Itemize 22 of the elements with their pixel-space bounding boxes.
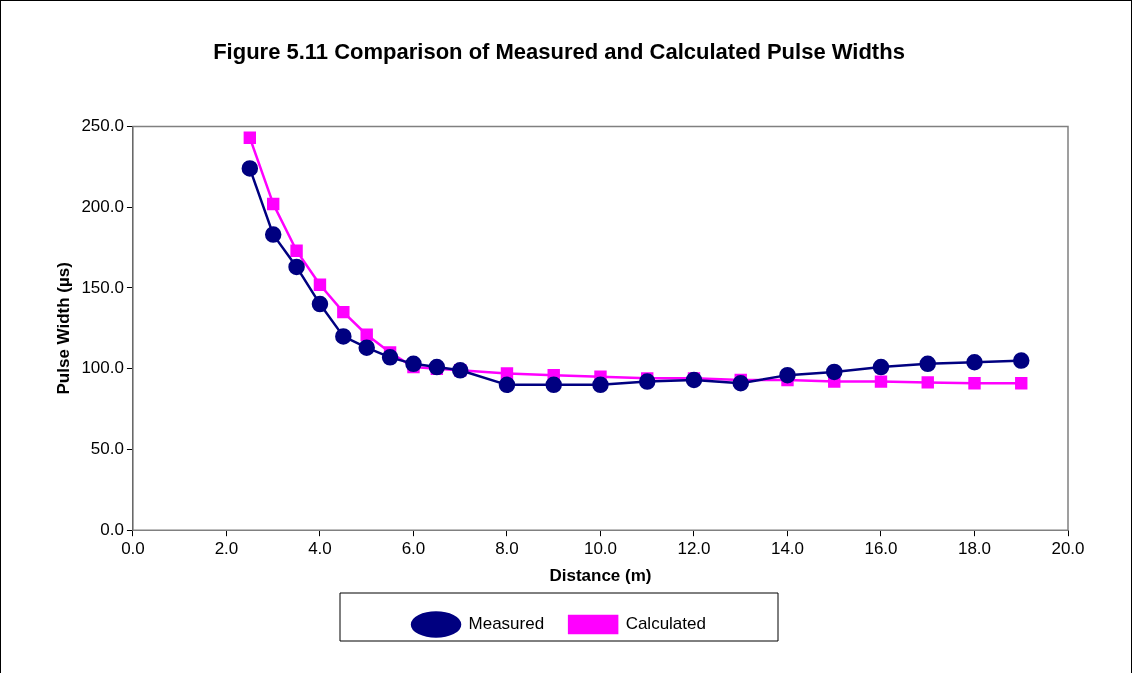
x-tick-label: 16.0 [864, 539, 898, 559]
y-axis-title: Pulse Width (µs) [53, 262, 73, 395]
y-tick-label: 50.0 [90, 439, 124, 459]
x-tick-label: 18.0 [957, 539, 992, 559]
y-tick-label: 150.0 [81, 277, 124, 297]
x-tick-label: 0.0 [121, 539, 145, 559]
x-tick-label: 20.0 [1051, 539, 1085, 559]
x-axis-title: Distance (m) [549, 566, 652, 586]
x-tick-label: 2.0 [214, 539, 239, 559]
y-tick-label: 100.0 [81, 358, 124, 378]
y-tick-label: 200.0 [81, 196, 124, 216]
x-tick-label: 8.0 [495, 539, 519, 559]
legend-label: Calculated [625, 614, 706, 634]
legend-label: Measured [468, 614, 545, 634]
y-tick-label: 250.0 [81, 116, 124, 136]
x-tick-label: 6.0 [401, 539, 426, 559]
x-tick-label: 10.0 [583, 539, 618, 559]
x-tick-label: 14.0 [770, 539, 805, 559]
y-tick-label: 0.0 [100, 519, 124, 539]
x-tick-label: 12.0 [677, 539, 711, 559]
x-tick-label: 4.0 [308, 539, 332, 559]
chart-title: Figure 5.11 Comparison of Measured and Calculated Pulse Widths [213, 39, 905, 65]
